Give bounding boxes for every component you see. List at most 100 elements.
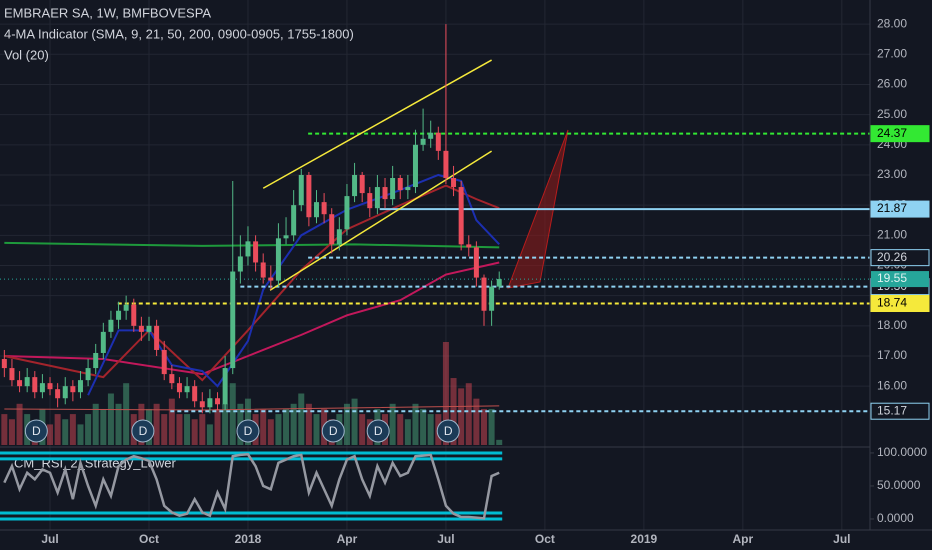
candle-body: [336, 229, 342, 245]
candle-body: [260, 262, 266, 278]
volume-bar: [16, 403, 23, 445]
candle-body: [215, 398, 221, 405]
volume-bar: [199, 414, 206, 445]
dividend-marker: [24, 419, 48, 443]
volume-bar: [92, 403, 99, 445]
candle-body: [199, 401, 205, 408]
volume-bar: [305, 403, 312, 445]
volume-bar: [427, 414, 434, 445]
chart-title: EMBRAER SA, 1W, BMFBOVESPA: [4, 5, 211, 20]
candle-body: [473, 247, 479, 278]
y-tick-label: 17.00: [877, 348, 907, 362]
candle-body: [367, 193, 373, 209]
candle-body: [253, 241, 259, 263]
volume-bar: [488, 408, 495, 445]
rsi-tick-label: 100.0000: [877, 445, 927, 459]
volume-bar: [47, 424, 54, 445]
volume-bar: [161, 414, 168, 445]
x-tick-label: Apr: [337, 532, 358, 546]
level-label: 21.87: [877, 201, 907, 215]
volume-bar: [404, 419, 411, 445]
candle-body: [47, 383, 53, 390]
volume-bar: [343, 403, 350, 445]
candle-body: [169, 374, 175, 384]
trend-line: [262, 59, 492, 189]
candle-body: [496, 279, 502, 287]
y-tick-label: 25.00: [877, 107, 907, 121]
candle-body: [291, 205, 297, 236]
candle-body: [192, 386, 198, 402]
volume-bar: [184, 414, 191, 445]
candle-body: [412, 144, 418, 188]
volume-bar: [168, 398, 175, 445]
volume-ma-line: [4, 405, 500, 411]
candle-body: [481, 277, 487, 311]
volume-bar: [351, 398, 358, 445]
dividend-marker-label: D: [374, 424, 383, 438]
volume-bar: [54, 414, 61, 445]
level-label: 18.74: [877, 296, 907, 310]
candle-body: [77, 380, 83, 393]
candle-body: [55, 389, 61, 399]
volume-bar: [283, 408, 290, 445]
x-tick-label: Jul: [833, 532, 850, 546]
level-box: [870, 200, 930, 218]
level-box: [870, 125, 930, 143]
candle-body: [1, 359, 7, 369]
dividend-marker-label: D: [329, 424, 338, 438]
y-tick-label: 21.00: [877, 227, 907, 241]
candle-body: [24, 377, 30, 387]
volume-bar: [458, 388, 465, 445]
candle-body: [359, 174, 365, 194]
volume-bar: [298, 393, 305, 445]
candle-body: [420, 138, 426, 145]
volume-bar: [85, 414, 92, 445]
dividend-marker-label: D: [444, 424, 453, 438]
x-tick-label: Apr: [733, 532, 754, 546]
candle-body: [390, 178, 396, 200]
candle-body: [321, 202, 327, 215]
candle-body: [17, 380, 23, 387]
dividend-marker: [236, 419, 260, 443]
volume-bar: [77, 424, 84, 445]
volume-bar: [480, 408, 487, 445]
volume-bar: [397, 414, 404, 445]
candle-body: [298, 174, 304, 206]
x-tick-label: Oct: [139, 532, 159, 546]
candle-body: [62, 386, 68, 399]
candle-body: [161, 349, 167, 375]
trend-line: [269, 150, 493, 291]
y-tick-label: 23.00: [877, 167, 907, 181]
rsi-line: [3, 452, 500, 520]
volume-bar: [191, 419, 198, 445]
x-tick-label: 2019: [631, 532, 658, 546]
candle-body: [123, 304, 129, 311]
volume-bar: [1, 414, 8, 445]
volume-bar: [153, 403, 160, 445]
dividend-marker-label: D: [32, 424, 41, 438]
rsi-tick-label: 0.0000: [877, 511, 914, 525]
candle-body: [268, 277, 274, 281]
volume-bar: [115, 403, 122, 445]
candle-body: [131, 304, 137, 326]
volume-label: Vol (20): [4, 47, 49, 62]
level-box: [870, 295, 930, 313]
moving-average-line: [4, 261, 500, 376]
y-tick-label: 16.00: [877, 378, 907, 392]
volume-bar: [465, 383, 472, 445]
candle-body: [306, 174, 312, 218]
candle-body: [344, 196, 350, 230]
candle-body: [176, 383, 182, 393]
volume-bar: [442, 342, 449, 445]
volume-bar: [214, 408, 221, 445]
volume-bar: [229, 383, 236, 445]
candle-body: [9, 368, 15, 381]
candle-body: [93, 352, 99, 369]
volume-bar: [313, 414, 320, 445]
candle-body: [138, 325, 144, 332]
candle-body: [397, 178, 403, 191]
y-tick-label: 27.00: [877, 46, 907, 60]
volume-bar: [267, 419, 274, 445]
dividend-marker-label: D: [139, 424, 148, 438]
